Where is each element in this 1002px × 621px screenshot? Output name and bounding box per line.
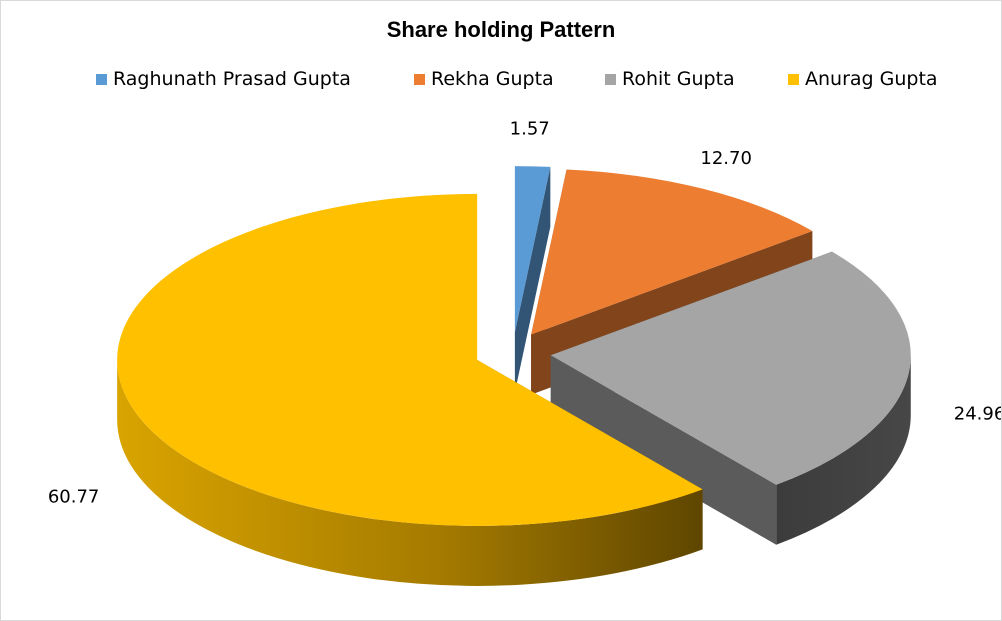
legend-swatch-anurag-gupta <box>788 73 799 85</box>
data-label-anurag-gupta: 60.77 <box>48 487 100 508</box>
pie-slice-raghunath-prasad-gupta <box>514 166 551 393</box>
pie-slice-side-anurag-gupta <box>117 359 703 586</box>
pie-slice-top-rohit-gupta <box>550 251 911 485</box>
legend-swatch-rekha-gupta <box>414 73 425 85</box>
data-label-rohit-gupta: 24.96 <box>954 404 1001 425</box>
legend-item-anurag-gupta: Anurag Gupta <box>788 68 938 90</box>
pie-slice-wall-raghunath-prasad-gupta-1 <box>514 166 551 393</box>
legend-swatch-rohit-gupta <box>605 73 616 85</box>
legend-swatch-raghunath-prasad-gupta <box>96 73 107 85</box>
pie-slice-side-rohit-gupta <box>776 355 911 545</box>
data-label-raghunath-prasad-gupta: 1.57 <box>510 118 550 139</box>
data-label-rekha-gupta: 12.70 <box>700 148 752 169</box>
chart-legend: Raghunath Prasad Gupta Rekha Gupta Rohit… <box>1 68 1001 94</box>
legend-label-anurag-gupta: Anurag Gupta <box>805 68 938 90</box>
legend-label-rohit-gupta: Rohit Gupta <box>622 68 735 90</box>
chart-title: Share holding Pattern <box>386 17 616 42</box>
pie-slice-top-rekha-gupta <box>531 169 813 335</box>
legend-item-raghunath-prasad-gupta: Raghunath Prasad Gupta <box>96 68 351 90</box>
pie-slice-rohit-gupta <box>550 251 911 545</box>
pie-slice-top-anurag-gupta <box>117 193 703 526</box>
pie-slice-top-raghunath-prasad-gupta <box>514 166 551 333</box>
legend-item-rohit-gupta: Rohit Gupta <box>605 68 735 90</box>
pie-slice-anurag-gupta <box>117 193 703 586</box>
legend-label-rekha-gupta: Rekha Gupta <box>431 68 554 90</box>
legend-item-rekha-gupta: Rekha Gupta <box>414 68 554 90</box>
pie-slice-wall-rohit-gupta-1 <box>550 355 777 545</box>
legend-label-raghunath-prasad-gupta: Raghunath Prasad Gupta <box>113 68 351 90</box>
